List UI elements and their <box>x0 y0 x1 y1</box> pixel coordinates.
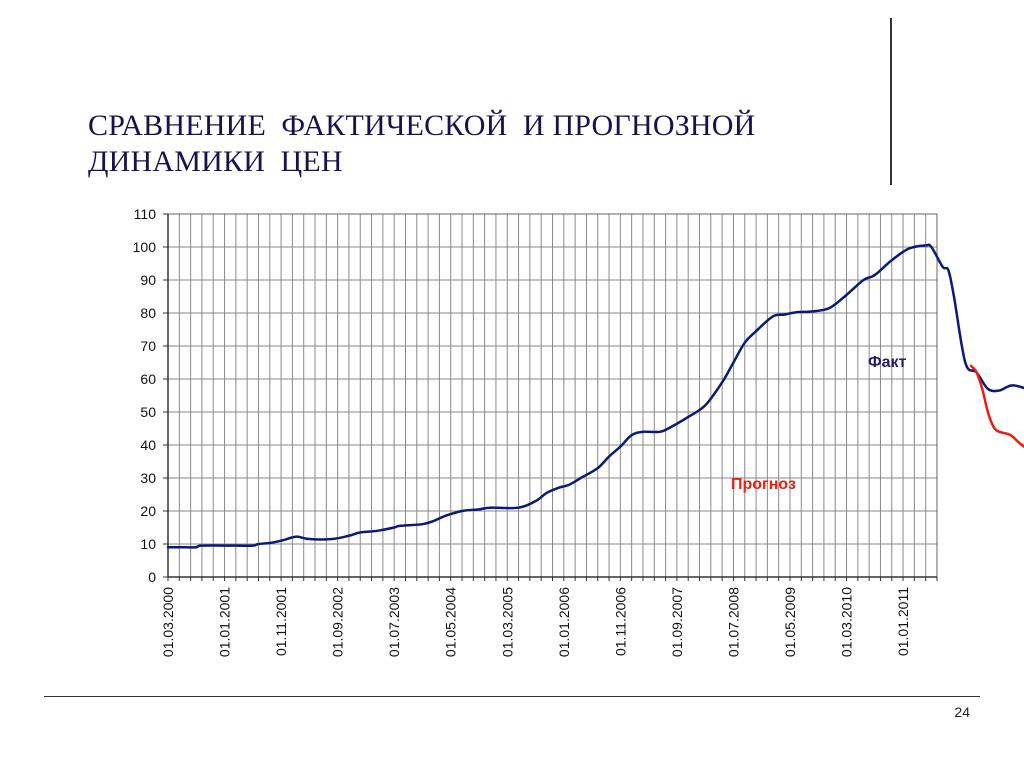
x-tick-label: 01.03.2000 <box>160 587 176 657</box>
slide-title-line-2: ДИНАМИКИ ЦЕН <box>88 145 343 178</box>
chart-axes <box>163 213 938 581</box>
x-tick-label: 01.03.2010 <box>839 587 855 657</box>
y-tick-label: 60 <box>140 371 156 387</box>
y-tick-label: 80 <box>140 305 156 321</box>
chart-labels: 0 10 20 30 40 50 60 70 80 90 100 110 01.03.2000 01.01… <box>133 206 911 657</box>
slide-title-line-1: СРАВНЕНИЕ ФАКТИЧЕСКОЙ И ПРОГНОЗНОЙ <box>88 109 756 142</box>
x-tick-label: 01.05.2004 <box>443 587 459 657</box>
y-tick-label: 100 <box>133 239 157 255</box>
fact-series-line <box>166 243 1024 549</box>
chart-series <box>166 243 1024 549</box>
y-tick-label: 110 <box>134 206 157 222</box>
x-tick-label: 01.09.2002 <box>330 587 346 657</box>
x-tick-label: 01.11.2006 <box>612 587 628 656</box>
y-tick-label: 50 <box>140 404 156 420</box>
y-tick-label: 30 <box>140 470 156 486</box>
x-tick-label: 01.09.2007 <box>669 587 685 657</box>
fact-series-label: Факт <box>868 354 907 371</box>
y-tick-label: 10 <box>140 536 156 552</box>
x-tick-label: 01.07.2003 <box>386 587 402 657</box>
forecast-series-line <box>969 364 1024 449</box>
vertical-divider <box>890 18 892 185</box>
chart-grid <box>167 213 938 578</box>
slide-title: СРАВНЕНИЕ ФАКТИЧЕСКОЙ И ПРОГНОЗНОЙ ДИНАМ… <box>88 108 848 180</box>
y-tick-label: 90 <box>140 272 156 288</box>
forecast-series-label: Прогноз <box>731 476 796 493</box>
x-tick-label: 01.01.2001 <box>217 587 233 657</box>
x-tick-label: 01.07.2008 <box>725 587 741 657</box>
y-tick-label: 20 <box>140 503 156 519</box>
y-tick-label: 0 <box>148 569 156 585</box>
y-tick-label: 40 <box>140 437 156 453</box>
page-number: 24 <box>954 704 970 720</box>
x-tick-label: 01.01.2011 <box>895 587 911 656</box>
x-tick-label: 01.03.2005 <box>499 587 515 657</box>
x-tick-label: 01.05.2009 <box>782 587 798 657</box>
x-tick-label: 01.11.2001 <box>273 587 289 656</box>
footer-divider <box>44 696 980 697</box>
x-tick-label: 01.01.2006 <box>556 587 572 657</box>
y-tick-label: 70 <box>140 338 156 354</box>
